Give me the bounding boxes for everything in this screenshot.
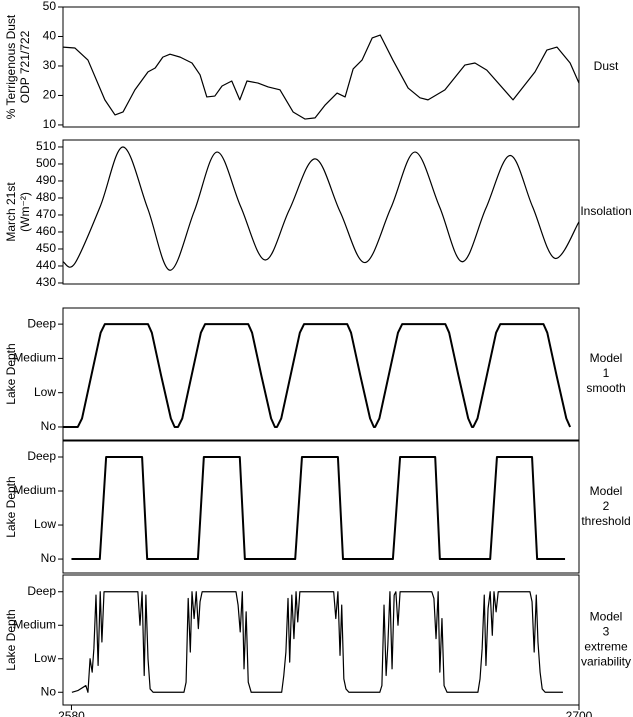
series-label: smooth [586,381,625,395]
y-tick-label: Low [34,385,56,399]
plot-frame [62,307,580,441]
series-label: Model [590,610,623,624]
y-tick-label: 450 [36,241,56,255]
y-axis-label: % Terrigenous Dust [4,14,18,119]
plot-frame [62,574,580,706]
series-label: variability [581,655,631,669]
data-line [71,455,566,561]
y-tick-label: 510 [36,139,56,153]
y-axis-label: Lake Depth [4,476,18,537]
y-tick-label: 430 [36,275,56,289]
y-tick-label: 440 [36,258,56,272]
series-label: Dust [594,59,619,73]
series-label: Model [590,351,623,365]
series-label: 2 [603,499,610,513]
series-label: threshold [581,514,630,528]
y-axis-label: Lake Depth [4,609,18,670]
series-label: 1 [603,366,610,380]
y-tick-label: 10 [43,117,57,131]
plot-frame [62,440,580,574]
series-label: 3 [603,625,610,639]
y-tick-label: Medium [13,351,56,365]
y-tick-label: 50 [43,0,57,13]
y-tick-label: 30 [43,58,57,72]
plot-frame [62,6,580,128]
series-label: extreme [584,640,628,654]
y-tick-label: 490 [36,173,56,187]
y-tick-label: 480 [36,190,56,204]
y-tick-label: Low [34,651,56,665]
y-tick-label: Medium [13,483,56,497]
y-tick-label: 500 [36,156,56,170]
y-tick-label: 20 [43,88,57,102]
plot-frame [62,139,580,285]
y-axis-label: (Wm⁻²) [18,192,32,232]
data-line [71,591,563,693]
y-tick-label: 40 [43,29,57,43]
y-tick-label: No [41,684,57,698]
y-axis-label: Lake Depth [4,343,18,404]
data-line [62,34,580,120]
y-tick-label: Medium [13,617,56,631]
y-tick-label: No [41,551,57,565]
x-tick-label: 2580 [58,709,85,717]
y-tick-label: Deep [27,449,56,463]
y-tick-label: Deep [27,584,56,598]
y-axis-label: ODP 721/722 [18,30,32,103]
data-line [63,323,572,428]
series-label: Model [590,484,623,498]
y-tick-label: 460 [36,224,56,238]
y-tick-label: Deep [27,316,56,330]
data-line [62,146,580,271]
x-tick-label: 2700 [566,709,593,717]
y-tick-label: Low [34,517,56,531]
y-tick-label: 470 [36,207,56,221]
y-tick-label: No [41,419,57,433]
y-axis-label: March 21st [4,182,18,242]
series-label: Insolation [580,204,631,218]
